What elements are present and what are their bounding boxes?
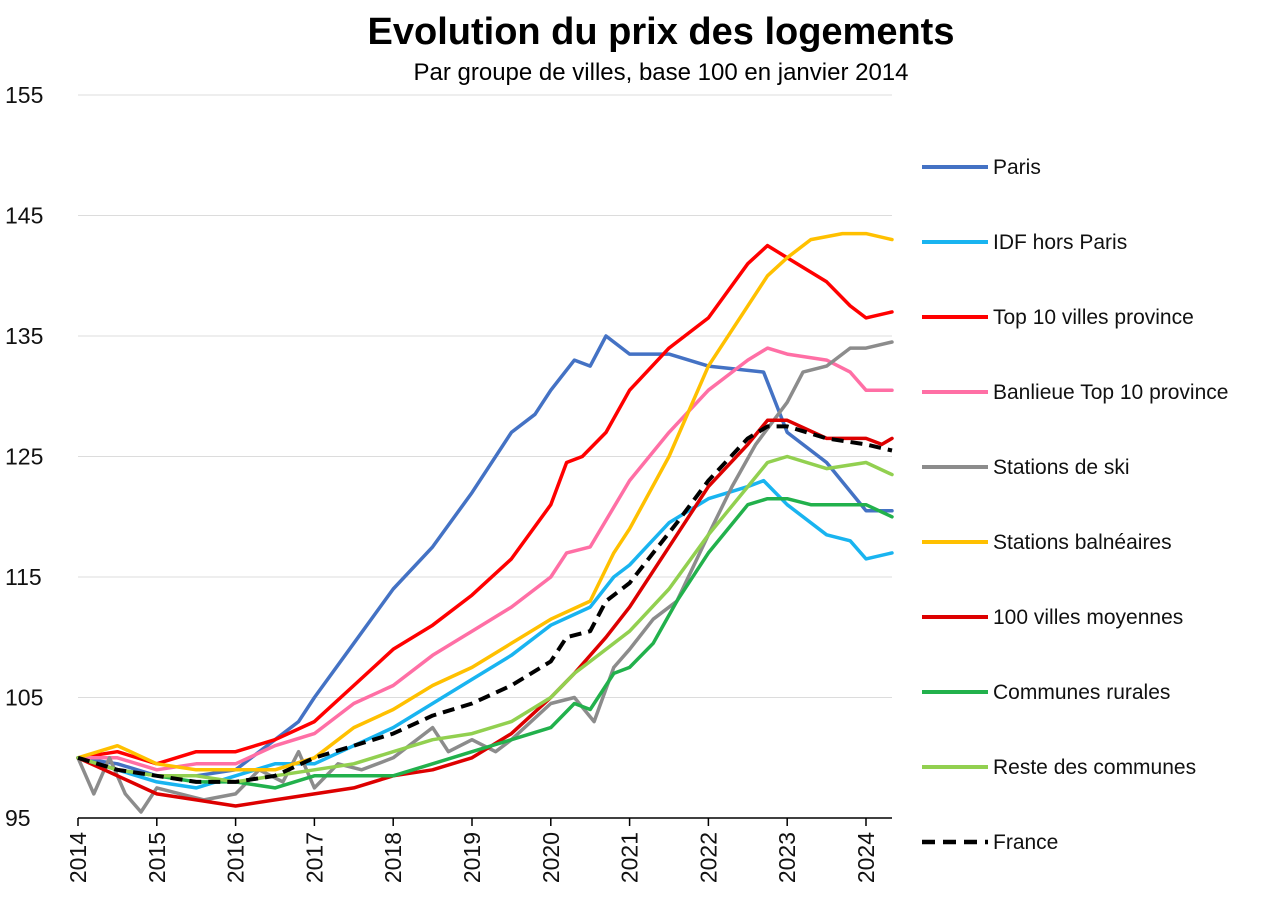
x-tick-label: 2024 (853, 832, 879, 883)
series-line-7 (76, 496, 894, 790)
legend-label: 100 villes moyennes (993, 606, 1183, 629)
x-tick-label: 2022 (695, 832, 721, 883)
y-tick-label: 105 (5, 685, 43, 711)
y-tick-label: 155 (5, 82, 43, 108)
x-tick-label: 2020 (538, 832, 564, 883)
chart-title: Evolution du prix des logements (368, 11, 955, 53)
y-axis: 95 105 115 125 135 145 155 (5, 82, 43, 831)
series-line-3 (76, 346, 894, 772)
series-line-5 (76, 231, 894, 772)
y-tick-label: 125 (5, 444, 43, 470)
series-line-1 (76, 478, 894, 790)
legend-label: Banlieue Top 10 province (993, 381, 1228, 404)
x-tick-label: 2014 (65, 832, 91, 883)
series-line-8 (76, 454, 894, 784)
x-tick-label: 2015 (144, 832, 170, 883)
series-line-0 (76, 334, 894, 778)
y-tick-label: 95 (5, 805, 31, 831)
plot-area (76, 231, 894, 814)
legend-label: Top 10 villes province (993, 306, 1194, 329)
y-tick-label: 135 (5, 323, 43, 349)
legend-label: Communes rurales (993, 681, 1170, 704)
series-line-2 (76, 243, 894, 766)
y-tick-label: 145 (5, 203, 43, 229)
x-tick-label: 2018 (380, 832, 406, 883)
legend-label: Stations balnéaires (993, 531, 1172, 554)
legend-label: France (993, 831, 1058, 854)
gridlines (78, 94, 892, 698)
series-line-4 (76, 340, 894, 814)
x-tick-label: 2019 (459, 832, 485, 883)
legend-label: Reste des communes (993, 756, 1196, 779)
legend-label: Paris (993, 156, 1041, 179)
y-tick-label: 115 (5, 564, 42, 590)
x-tick-label: 2017 (301, 832, 327, 883)
x-tick-label: 2023 (774, 832, 800, 883)
x-axis: 2014 2015 2016 2017 2018 2019 2020 2021 2022 2023… (65, 817, 892, 883)
x-tick-label: 2021 (617, 832, 643, 883)
chart-subtitle: Par groupe de villes, base 100 en janvie… (414, 59, 909, 86)
legend-label: Stations de ski (993, 456, 1130, 479)
legend-label: IDF hors Paris (993, 231, 1127, 254)
legend: Paris IDF hors Paris Top 10 villes provinc… (922, 156, 1228, 854)
x-tick-label: 2016 (223, 832, 249, 883)
series-line-9 (77, 424, 893, 784)
